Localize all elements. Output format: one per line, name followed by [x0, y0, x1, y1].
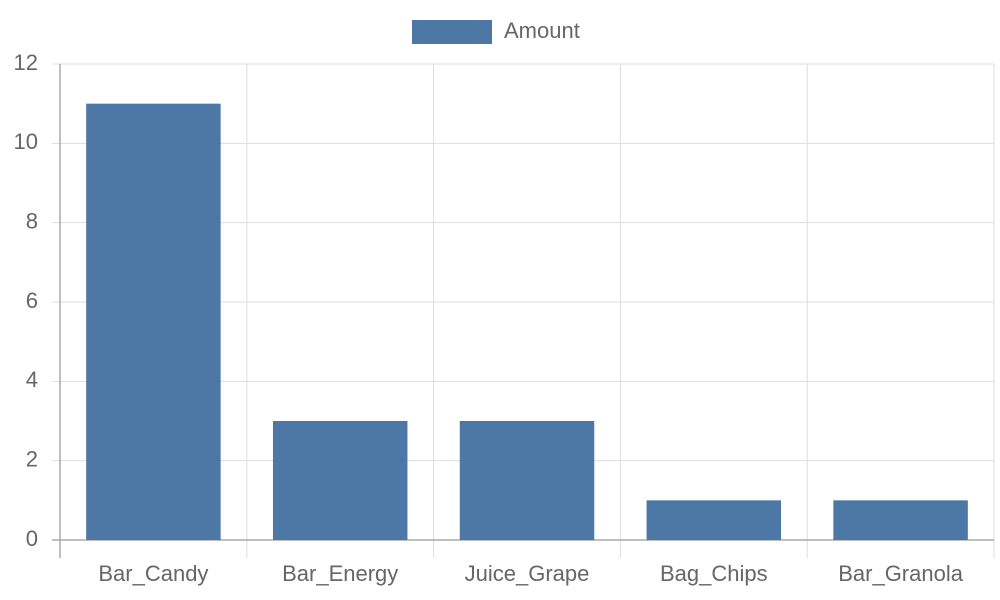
y-tick-label: 0 — [26, 526, 38, 551]
bar — [646, 500, 782, 540]
x-tick-label: Bar_Granola — [838, 561, 964, 586]
x-tick-label: Bag_Chips — [660, 561, 768, 586]
x-tick-label: Bar_Energy — [282, 561, 398, 586]
x-tick-label: Juice_Grape — [465, 561, 590, 586]
bar — [459, 421, 595, 540]
x-tick-label: Bar_Candy — [98, 561, 208, 586]
bar — [833, 500, 968, 540]
y-tick-label: 12 — [14, 50, 38, 75]
y-tick-label: 10 — [14, 129, 38, 154]
y-tick-label: 4 — [26, 367, 38, 392]
bar — [272, 421, 408, 540]
legend-label: Amount — [504, 18, 580, 43]
legend-swatch — [412, 20, 492, 44]
y-tick-label: 2 — [26, 446, 38, 471]
y-tick-label: 8 — [26, 208, 38, 233]
bar — [86, 103, 221, 541]
y-tick-label: 6 — [26, 288, 38, 313]
